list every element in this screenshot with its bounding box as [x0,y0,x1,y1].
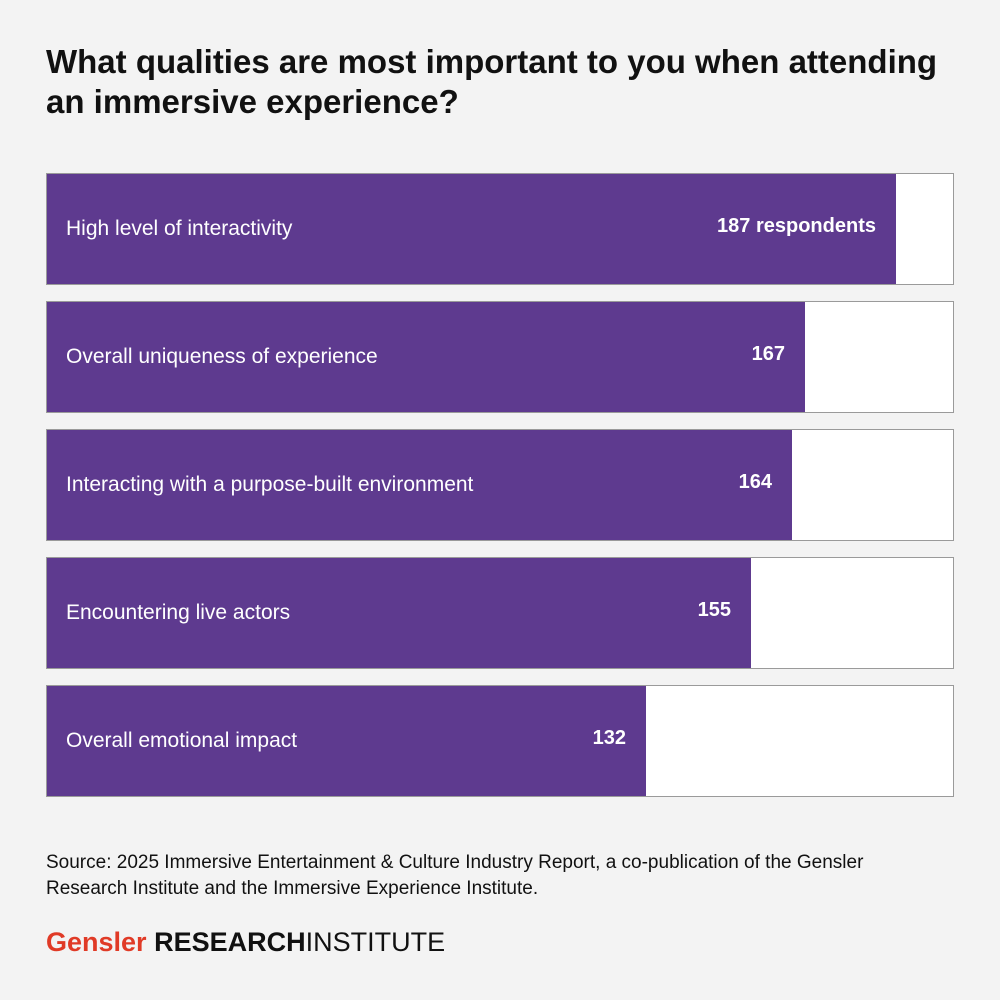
bar [47,174,896,284]
bar-row: High level of interactivity 187 responden… [46,173,954,285]
chart-title: What qualities are most important to you… [46,43,938,120]
bar-row: Encountering live actors 155 [46,557,954,669]
bar-chart: High level of interactivity 187 responden… [46,173,954,813]
bar-category-label: Overall uniqueness of experience [66,345,378,368]
logo: Gensler RESEARCHINSTITUTE [46,925,445,959]
bar-category-label: High level of interactivity [66,217,293,240]
bar [47,686,646,796]
bar-category-label: Overall emotional impact [66,729,298,752]
bar-value-label: 155 [697,598,731,621]
bar [47,430,792,540]
source-note: Source: 2025 Immersive Entertainment & C… [46,852,864,899]
bar-value-label: 132 [592,726,626,749]
bar-row: Interacting with a purpose-built environ… [46,429,954,541]
bar-category-label: Encountering live actors [66,601,291,624]
bar [47,558,751,668]
logo-brand: Gensler [46,927,147,957]
bar-value-label: 164 [738,470,772,493]
bar-row: Overall uniqueness of experience 167 [46,301,954,413]
logo-institute: INSTITUTE [305,927,446,957]
bar-value-label: 187 respondents [717,214,876,237]
bar [47,302,805,412]
bar-category-label: Interacting with a purpose-built environ… [66,473,474,496]
bar-row: Overall emotional impact 132 [46,685,954,797]
bar-value-label: 167 [751,342,785,365]
logo-research: RESEARCH [154,927,306,957]
